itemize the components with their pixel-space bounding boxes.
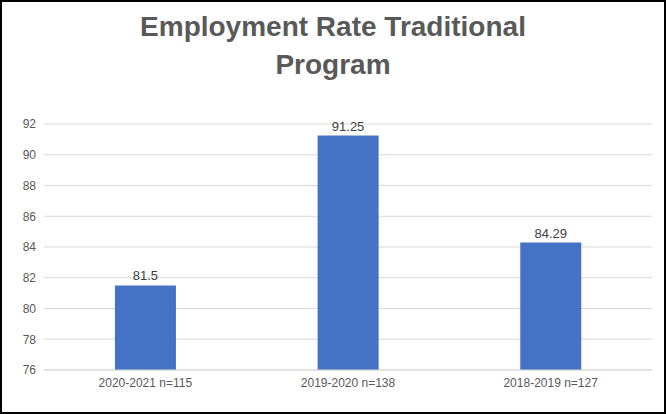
svg-text:91.25: 91.25	[332, 119, 365, 134]
svg-text:88: 88	[23, 179, 37, 193]
svg-text:90: 90	[23, 148, 37, 162]
html-text:Employment Rate Traditional Pr: Employment Rate Traditional Program	[140, 11, 526, 80]
svg-text:84: 84	[23, 240, 37, 254]
svg-text:2020-2021 n=115: 2020-2021 n=115	[99, 376, 193, 390]
svg-text:2018-2019 n=127: 2018-2019 n=127	[503, 376, 598, 390]
svg-text:2019-2020 n=138: 2019-2020 n=138	[301, 376, 396, 390]
svg-text:84.29: 84.29	[534, 226, 567, 241]
svg-text:82: 82	[23, 271, 37, 285]
svg-text:92: 92	[23, 117, 37, 131]
svg-text:81.5: 81.5	[133, 268, 158, 283]
svg-text:76: 76	[23, 363, 37, 377]
svg-text:80: 80	[23, 302, 37, 316]
svg-text:78: 78	[23, 333, 37, 347]
svg-text:86: 86	[23, 210, 37, 224]
